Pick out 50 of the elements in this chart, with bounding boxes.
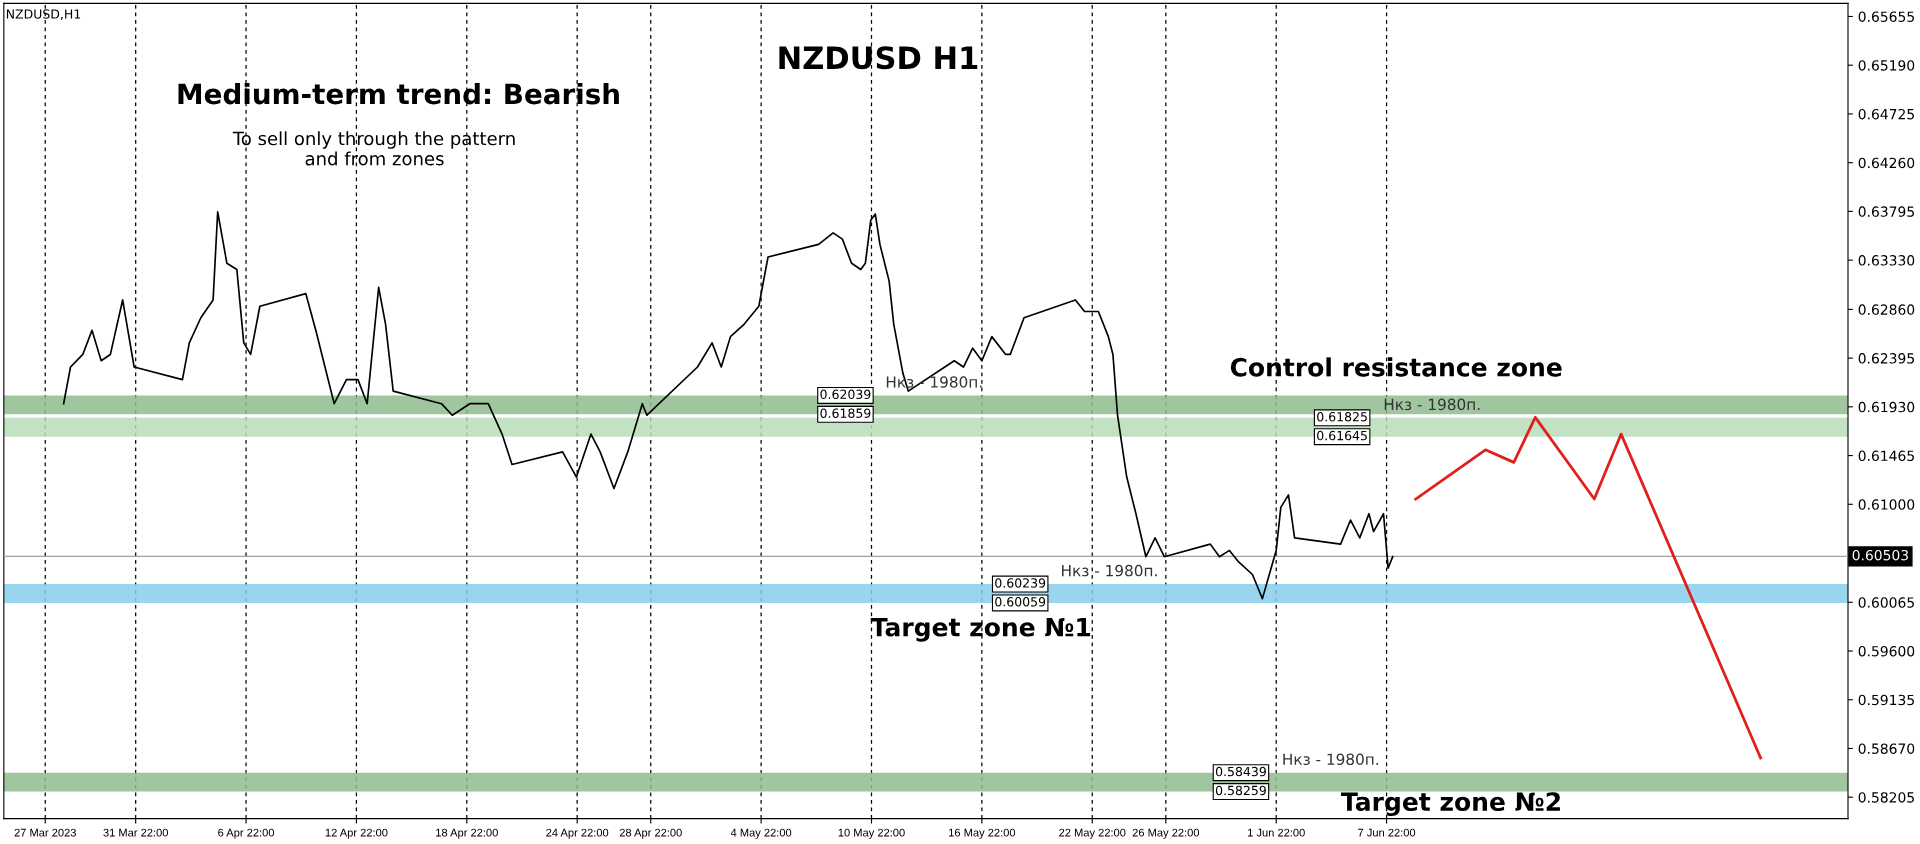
annotation: 0.62039 [820,389,871,400]
y-tick-label: 0.61000 [1858,499,1915,510]
y-tick-label: 0.62395 [1858,353,1914,364]
y-tick-label: 0.58670 [1858,743,1915,754]
x-tick-label: 7 Jun 22:00 [1358,828,1416,837]
x-tick-label: 12 Apr 22:00 [325,828,388,839]
line-series [1414,415,1763,760]
annotation: Target zone №2 [1341,792,1560,817]
y-tick-label: 0.59135 [1858,694,1914,706]
annotation: 0.58439 [1215,766,1266,777]
band-label: Нкз - 1980п. [1283,753,1378,765]
x-tick-label: 28 Apr 22:00 [619,828,682,839]
annotation: 0.60059 [995,597,1046,607]
annotation: 0.60239 [995,578,1046,588]
x-tick-label: 16 May 22:00 [949,828,1016,839]
annotation: 0.61645 [1317,430,1367,441]
annotation: 0.58259 [1215,785,1266,796]
x-tick-label: 10 May 22:00 [838,828,905,839]
x-tick-label: 26 May 22:00 [1132,828,1200,839]
x-tick-label: 6 Apr 22:00 [218,828,275,839]
y-tick-label: 0.65655 [1858,11,1914,22]
x-tick-label: 1 Jun 22:00 [1248,828,1305,837]
annotation: Medium-term trend: Bearish [178,82,619,105]
y-tick-label: 0.63795 [1858,206,1914,217]
y-tick-label: 0.64725 [1858,108,1914,120]
band-label: Нкз - 1980п. [1384,398,1480,411]
band-label: Нкз - 1980п. [1062,564,1157,577]
y-tick-label: 0.59600 [1858,645,1915,657]
y-tick-label: 0.62860 [1858,304,1915,315]
y-tick-label: 0.60065 [1858,597,1914,608]
annotation: To sell only through the pattern and from zones [232,131,515,166]
annotation: 0.61859 [820,408,871,418]
annotation: Control resistance zone [1230,357,1562,377]
y-tick-label: 0.65190 [1858,60,1915,71]
x-tick-label: 22 May 22:00 [1059,828,1126,839]
text: NZDUSD H1 [779,46,978,70]
x-tick-label: 24 Apr 22:00 [546,828,609,839]
annotation: 0.61825 [1317,412,1367,422]
annotation: NZDUSD,H1 [6,9,81,21]
ref-line-label: 0.60503 [1852,549,1909,561]
y-tick-label: 0.64260 [1858,157,1915,169]
x-tick-label: 31 Mar 22:00 [103,828,168,837]
x-tick-label: 27 Mar 2023 [14,828,76,837]
y-tick-label: 0.61930 [1858,401,1915,413]
y-tick-label: 0.63330 [1858,255,1915,266]
x-tick-label: 4 May 22:00 [730,828,792,839]
y-tick-label: 0.61465 [1858,450,1914,462]
y-tick-label: 0.58205 [1858,792,1914,803]
x-tick-label: 18 Apr 22:00 [436,828,498,839]
annotation: Target zone №1 [870,618,1091,642]
